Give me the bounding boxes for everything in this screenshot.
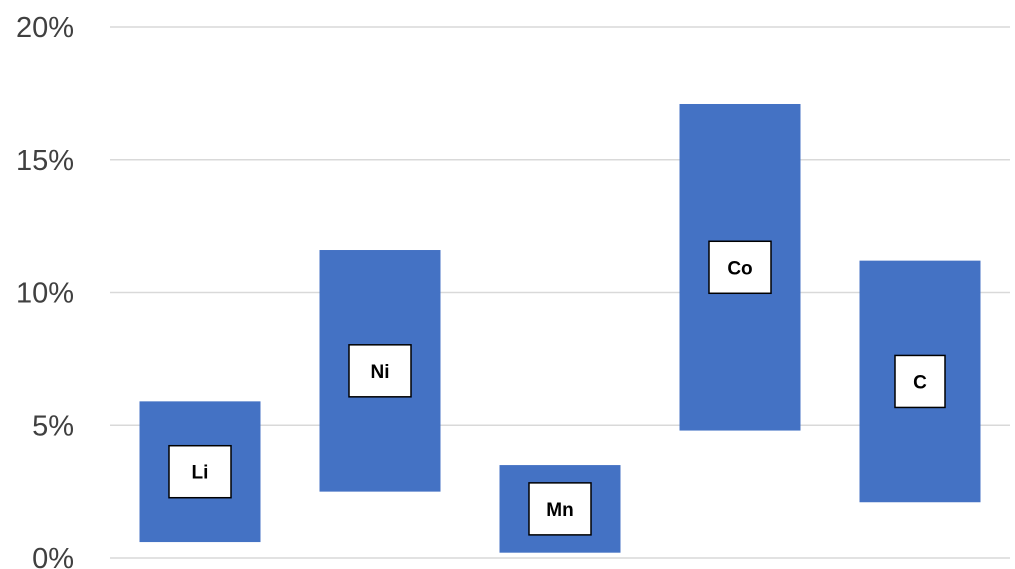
data-label-box [528, 482, 592, 536]
data-label-box [894, 354, 946, 409]
data-label-mn: Mn [528, 482, 592, 536]
data-label-box [348, 344, 412, 398]
y-tick-label: 10% [16, 278, 74, 310]
data-label-text: Li [192, 463, 209, 484]
y-tick-label: 5% [32, 410, 74, 442]
data-label-box [168, 444, 232, 499]
y-axis-tick-labels: 0% 5% 10% 15% 20% [16, 12, 74, 569]
data-label-co: Co [708, 240, 772, 295]
data-label-ni: Ni [348, 344, 412, 398]
data-label-text: Mn [546, 500, 573, 521]
y-tick-label: 0% [32, 543, 74, 569]
data-label-li: Li [168, 444, 232, 499]
data-label-text: Co [727, 258, 752, 279]
data-label-box [708, 240, 772, 295]
data-label-text: Ni [371, 362, 390, 383]
y-tick-label: 20% [16, 12, 74, 44]
data-labels: Li Ni Mn Co C [168, 240, 946, 536]
data-label-c: C [894, 354, 946, 409]
y-tick-label: 15% [16, 145, 74, 177]
data-label-text: C [913, 372, 927, 393]
